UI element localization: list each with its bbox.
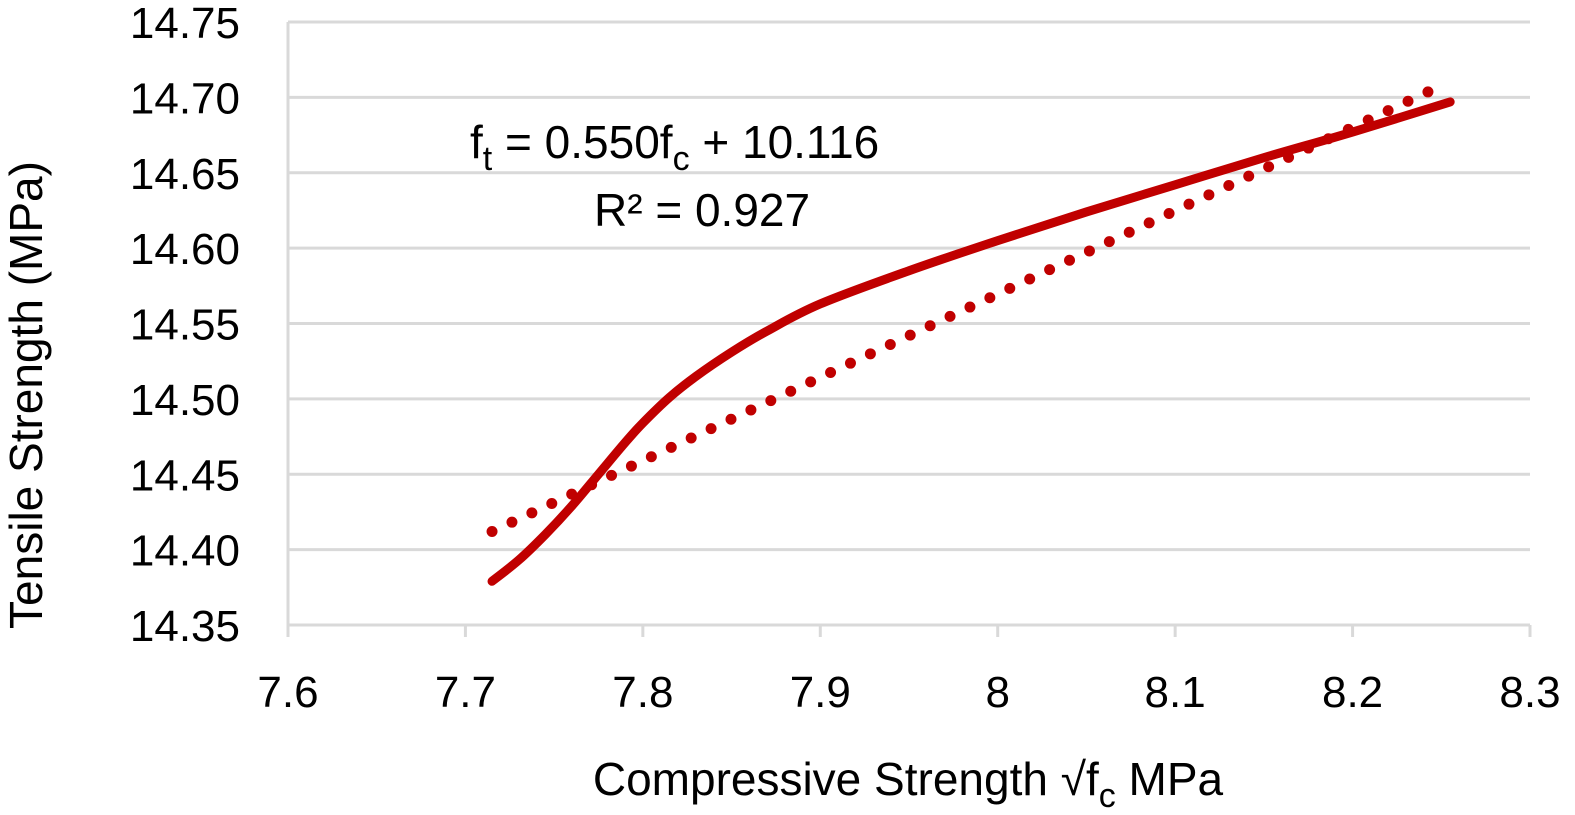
x-tick-labels: 7.6 7.7 7.8 7.9 8 8.1 8.2 8.3: [257, 668, 1560, 717]
y-tick-label: 14.65: [130, 150, 240, 199]
data-curve: [487, 97, 1455, 586]
y-tick-label: 14.70: [130, 74, 240, 123]
x-tick-label: 7.7: [435, 668, 496, 717]
y-tick-label: 14.35: [130, 602, 240, 651]
r-squared-label: R² = 0.927: [594, 184, 810, 236]
x-tick-label: 8.3: [1499, 668, 1560, 717]
x-tick-label: 8.1: [1145, 668, 1206, 717]
x-tick-label: 7.8: [612, 668, 673, 717]
x-axis-title: Compressive Strength √fc MPa: [593, 753, 1224, 815]
x-tick-label: 7.9: [790, 668, 851, 717]
y-tick-label: 14.55: [130, 301, 240, 350]
y-tick-label: 14.50: [130, 376, 240, 425]
y-tick-label: 14.45: [130, 451, 240, 500]
trendline-equation: ft = 0.550fc + 10.116: [470, 116, 879, 178]
plot-area: [486, 84, 1455, 586]
linear-trendline: [486, 84, 1438, 538]
x-tick-label: 8: [985, 668, 1009, 717]
y-axis-title: Tensile Strength (MPa): [0, 161, 52, 629]
y-tick-label: 14.40: [130, 527, 240, 576]
x-tick-label: 7.6: [257, 668, 318, 717]
x-tick-label: 8.2: [1322, 668, 1383, 717]
y-tick-label: 14.75: [130, 0, 240, 48]
axes: [286, 22, 1532, 637]
grid-lines: [288, 20, 1530, 552]
y-tick-label: 14.60: [130, 225, 240, 274]
y-tick-labels: 14.35 14.40 14.45 14.50 14.55 14.60 14.65 14.70…: [130, 0, 240, 651]
